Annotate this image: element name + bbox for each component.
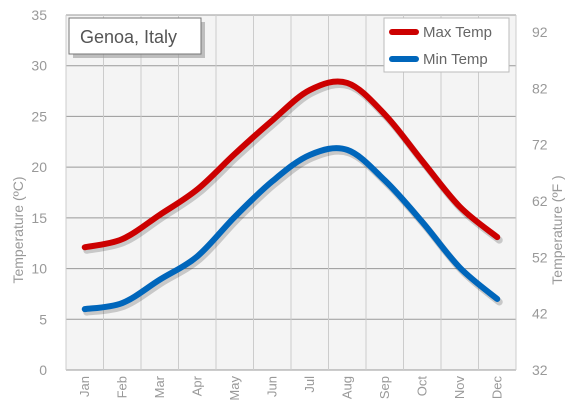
y-tick-label-left: 10 [31,261,47,277]
x-tick-label: Feb [114,376,129,398]
x-tick-label: Sep [377,376,392,399]
y-tick-label-left: 20 [31,159,47,175]
y-tick-label-left: 0 [39,362,47,378]
y-tick-label-right: 62 [532,193,548,209]
y-tick-label-right: 92 [532,24,548,40]
y-tick-label-right: 72 [532,137,548,153]
x-tick-label: Jan [77,376,92,397]
x-tick-label: Apr [189,375,204,396]
y-tick-label-right: 32 [532,362,548,378]
y-tick-label-left: 25 [31,108,47,124]
legend-label-max: Max Temp [423,24,492,41]
x-tick-label: Nov [452,376,467,400]
y-axis-title-left: Temperature (ºC) [10,176,26,283]
y-tick-label-left: 30 [31,58,47,74]
x-tick-label: May [227,376,242,401]
chart-title: Genoa, Italy [80,27,177,47]
title-box: Genoa, Italy [68,17,205,58]
x-tick-label: Dec [489,376,504,400]
x-tick-label: Jun [264,376,279,397]
y-tick-label-left: 5 [39,311,47,327]
y-tick-label-left: 15 [31,210,47,226]
legend: Max Temp Min Temp [383,17,510,73]
y-axis-title-right: Temperature (ºF ) [549,175,565,284]
x-tick-label: Jul [302,376,317,393]
series-line-max [81,78,501,251]
series-line-min [81,145,501,313]
y-tick-label-left: 35 [31,7,47,23]
x-tick-label: Mar [152,375,167,398]
y-tick-label-right: 82 [532,80,548,96]
y-tick-label-right: 42 [532,306,548,322]
legend-label-min: Min Temp [423,51,488,68]
x-tick-label: Aug [339,376,354,399]
x-tick-label: Oct [414,376,429,397]
y-tick-label-right: 52 [532,249,548,265]
